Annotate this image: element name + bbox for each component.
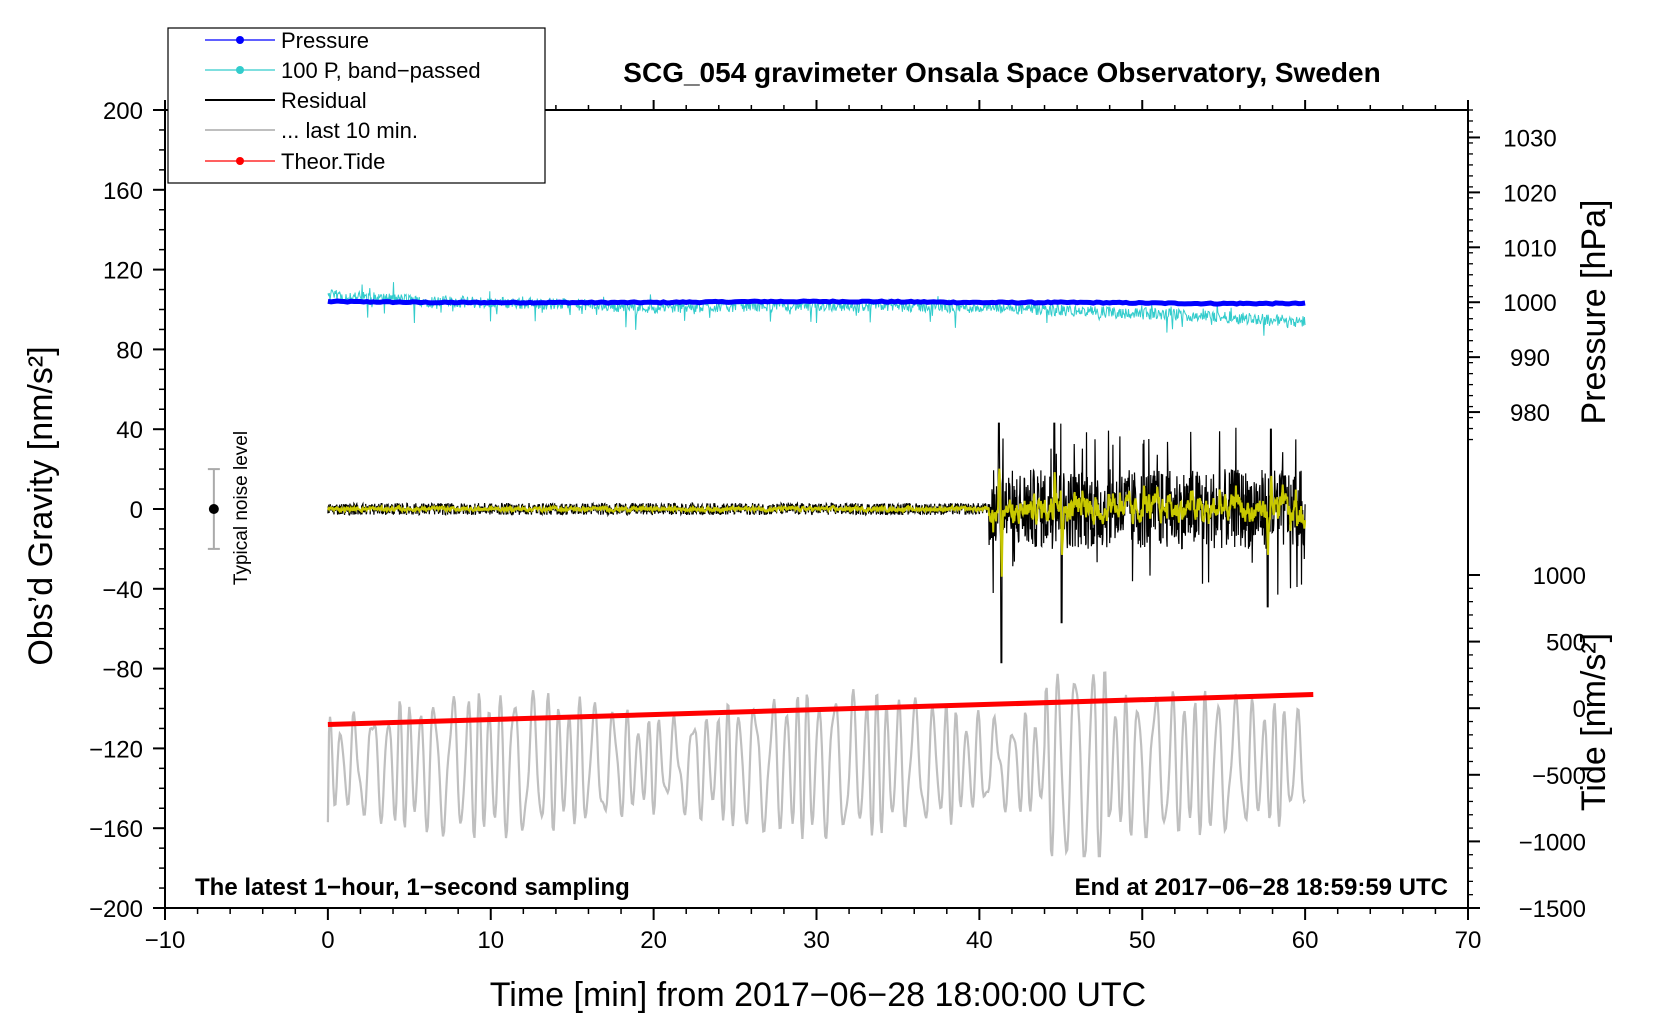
tide-tick-label: 0 bbox=[1573, 696, 1586, 723]
y-tick-label: 0 bbox=[130, 497, 143, 524]
chart-title: SCG_054 gravimeter Onsala Space Observat… bbox=[623, 57, 1380, 88]
series-line-bandpassed-pressure bbox=[327, 282, 1306, 336]
end-time-note: End at 2017−06−28 18:59:59 UTC bbox=[1074, 874, 1448, 901]
series-group bbox=[326, 282, 1314, 858]
y-tick-label: 80 bbox=[116, 337, 143, 364]
x-axis-label: Time [min] from 2017−06−28 18:00:00 UTC bbox=[490, 976, 1146, 1014]
pressure-tick-label: 1010 bbox=[1503, 235, 1556, 262]
y-tick-label: 160 bbox=[103, 178, 143, 205]
x-tick-label: 10 bbox=[477, 927, 504, 954]
x-tick-label: 60 bbox=[1292, 927, 1319, 954]
series-line-residual-smoothed bbox=[327, 468, 1307, 577]
legend-label-tide: Theor.Tide bbox=[281, 149, 385, 174]
tide-axis-label: Tide [nm/s²] bbox=[1575, 633, 1613, 811]
x-tick-label: 40 bbox=[966, 927, 993, 954]
x-tick-label: −10 bbox=[145, 927, 186, 954]
y-tick-label: −80 bbox=[102, 657, 143, 684]
x-tick-label: 50 bbox=[1129, 927, 1156, 954]
pressure-tick-label: 1000 bbox=[1503, 290, 1556, 317]
tide-axis-ticks: 1000 500 0 −500 −1000 −1500 bbox=[1468, 563, 1586, 923]
tide-tick-label: −500 bbox=[1532, 763, 1586, 790]
y-tick-label: −120 bbox=[89, 736, 143, 763]
tide-tick-label: −1500 bbox=[1519, 896, 1586, 923]
legend-label-bandpassed: 100 P, band−passed bbox=[281, 58, 481, 83]
y-tick-label: 120 bbox=[103, 258, 143, 285]
x-tick-label: 70 bbox=[1455, 927, 1482, 954]
x-tick-label: 30 bbox=[803, 927, 830, 954]
pressure-axis-ticks: 980 990 1000 1010 1020 1030 bbox=[1468, 109, 1557, 441]
legend-label-residual: Residual bbox=[281, 88, 367, 113]
x-tick-label: 20 bbox=[640, 927, 667, 954]
y-axis-ticks: 200 160 120 80 40 0 −40 −80 −120 −160 −200 bbox=[89, 98, 165, 923]
x-tick-label: 0 bbox=[321, 927, 334, 954]
y-tick-label: −40 bbox=[102, 577, 143, 604]
legend-marker-pressure bbox=[236, 36, 244, 44]
tide-tick-label: 500 bbox=[1546, 630, 1586, 657]
legend-box bbox=[167, 27, 546, 184]
legend-label-last-10-min: ... last 10 min. bbox=[281, 118, 418, 143]
sampling-note: The latest 1−hour, 1−second sampling bbox=[195, 874, 630, 901]
y-tick-label: 40 bbox=[116, 417, 143, 444]
noise-level-marker: Typical noise level bbox=[207, 431, 252, 585]
tide-tick-label: 1000 bbox=[1533, 563, 1586, 590]
pressure-tick-label: 980 bbox=[1510, 400, 1550, 427]
noise-center-dot bbox=[208, 504, 219, 514]
series-line-residual bbox=[327, 422, 1306, 664]
legend-label-pressure: Pressure bbox=[281, 28, 369, 53]
x-axis-ticks: −10 0 10 20 30 40 50 60 70 bbox=[145, 100, 1482, 954]
pressure-tick-label: 1020 bbox=[1503, 180, 1556, 207]
pressure-axis-label: Pressure [hPa] bbox=[1575, 200, 1613, 425]
y-axis-label: Obs’d Gravity [nm/s²] bbox=[22, 346, 60, 665]
series-line-last-10-min bbox=[326, 671, 1307, 858]
legend-marker-tide bbox=[236, 157, 244, 165]
pressure-tick-label: 1030 bbox=[1503, 125, 1556, 152]
pressure-tick-label: 990 bbox=[1510, 345, 1550, 372]
y-tick-label: 200 bbox=[103, 98, 143, 125]
tide-tick-label: −1000 bbox=[1519, 829, 1586, 856]
legend-marker-bandpassed bbox=[236, 66, 244, 74]
legend: Pressure 100 P, band−passed Residual ...… bbox=[167, 27, 546, 184]
y-tick-label: −160 bbox=[89, 816, 143, 843]
series-line-theoretical-tide bbox=[327, 692, 1314, 727]
y-tick-label: −200 bbox=[89, 896, 143, 923]
noise-level-label: Typical noise level bbox=[231, 431, 252, 585]
series-line-pressure bbox=[327, 298, 1306, 307]
